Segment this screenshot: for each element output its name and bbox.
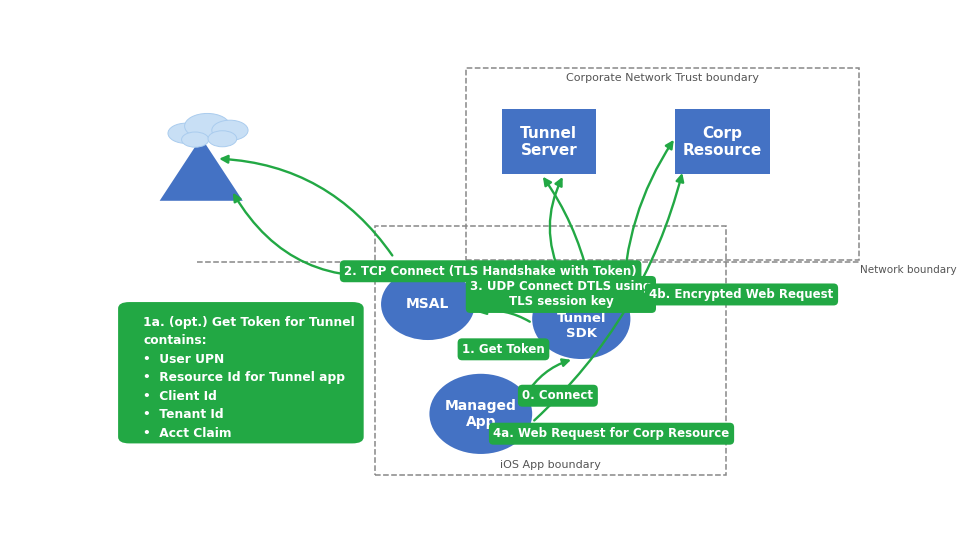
Text: 4a. Web Request for Corp Resource: 4a. Web Request for Corp Resource — [493, 427, 729, 440]
Circle shape — [181, 132, 209, 147]
Text: MSAL: MSAL — [407, 297, 449, 311]
Text: 2. TCP Connect (TLS Handshake with Token): 2. TCP Connect (TLS Handshake with Token… — [344, 265, 637, 278]
Circle shape — [168, 123, 204, 144]
Text: iOS App boundary: iOS App boundary — [500, 460, 602, 470]
Text: Tunnel
Server: Tunnel Server — [521, 125, 577, 158]
FancyBboxPatch shape — [676, 109, 770, 174]
Ellipse shape — [532, 279, 631, 359]
Text: 3. UDP Connect DTLS using
TLS session key: 3. UDP Connect DTLS using TLS session ke… — [470, 281, 651, 309]
Text: 4b. Encrypted Web Request: 4b. Encrypted Web Request — [649, 288, 834, 301]
Ellipse shape — [429, 374, 532, 454]
Text: AAD: AAD — [183, 213, 219, 229]
Circle shape — [212, 120, 248, 140]
Text: Corporate Network Trust boundary: Corporate Network Trust boundary — [566, 73, 759, 83]
Bar — [466, 68, 859, 260]
Text: 1a. (opt.) Get Token for Tunnel
contains:
•  User UPN
•  Resource Id for Tunnel : 1a. (opt.) Get Token for Tunnel contains… — [143, 316, 355, 440]
Text: Network boundary: Network boundary — [860, 265, 956, 275]
FancyBboxPatch shape — [118, 302, 364, 443]
Circle shape — [184, 113, 230, 139]
Polygon shape — [160, 138, 243, 201]
FancyBboxPatch shape — [501, 109, 596, 174]
Text: MAM
Tunnel
SDK: MAM Tunnel SDK — [557, 298, 606, 340]
Text: 0. Connect: 0. Connect — [523, 389, 594, 402]
Ellipse shape — [381, 269, 475, 340]
Text: 1. Get Token: 1. Get Token — [462, 343, 545, 356]
Bar — [375, 226, 726, 475]
Text: Corp
Resource: Corp Resource — [682, 125, 762, 158]
Circle shape — [208, 131, 237, 147]
Text: Managed
App: Managed App — [445, 399, 517, 429]
